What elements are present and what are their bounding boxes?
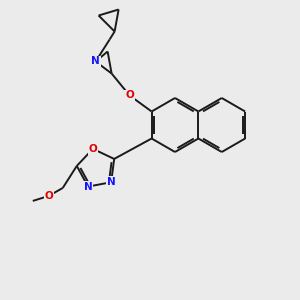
Text: N: N [107,177,116,187]
Text: N: N [84,182,92,192]
Text: N: N [91,56,100,67]
Text: O: O [44,191,53,201]
Text: O: O [88,144,97,154]
Text: O: O [125,91,134,100]
